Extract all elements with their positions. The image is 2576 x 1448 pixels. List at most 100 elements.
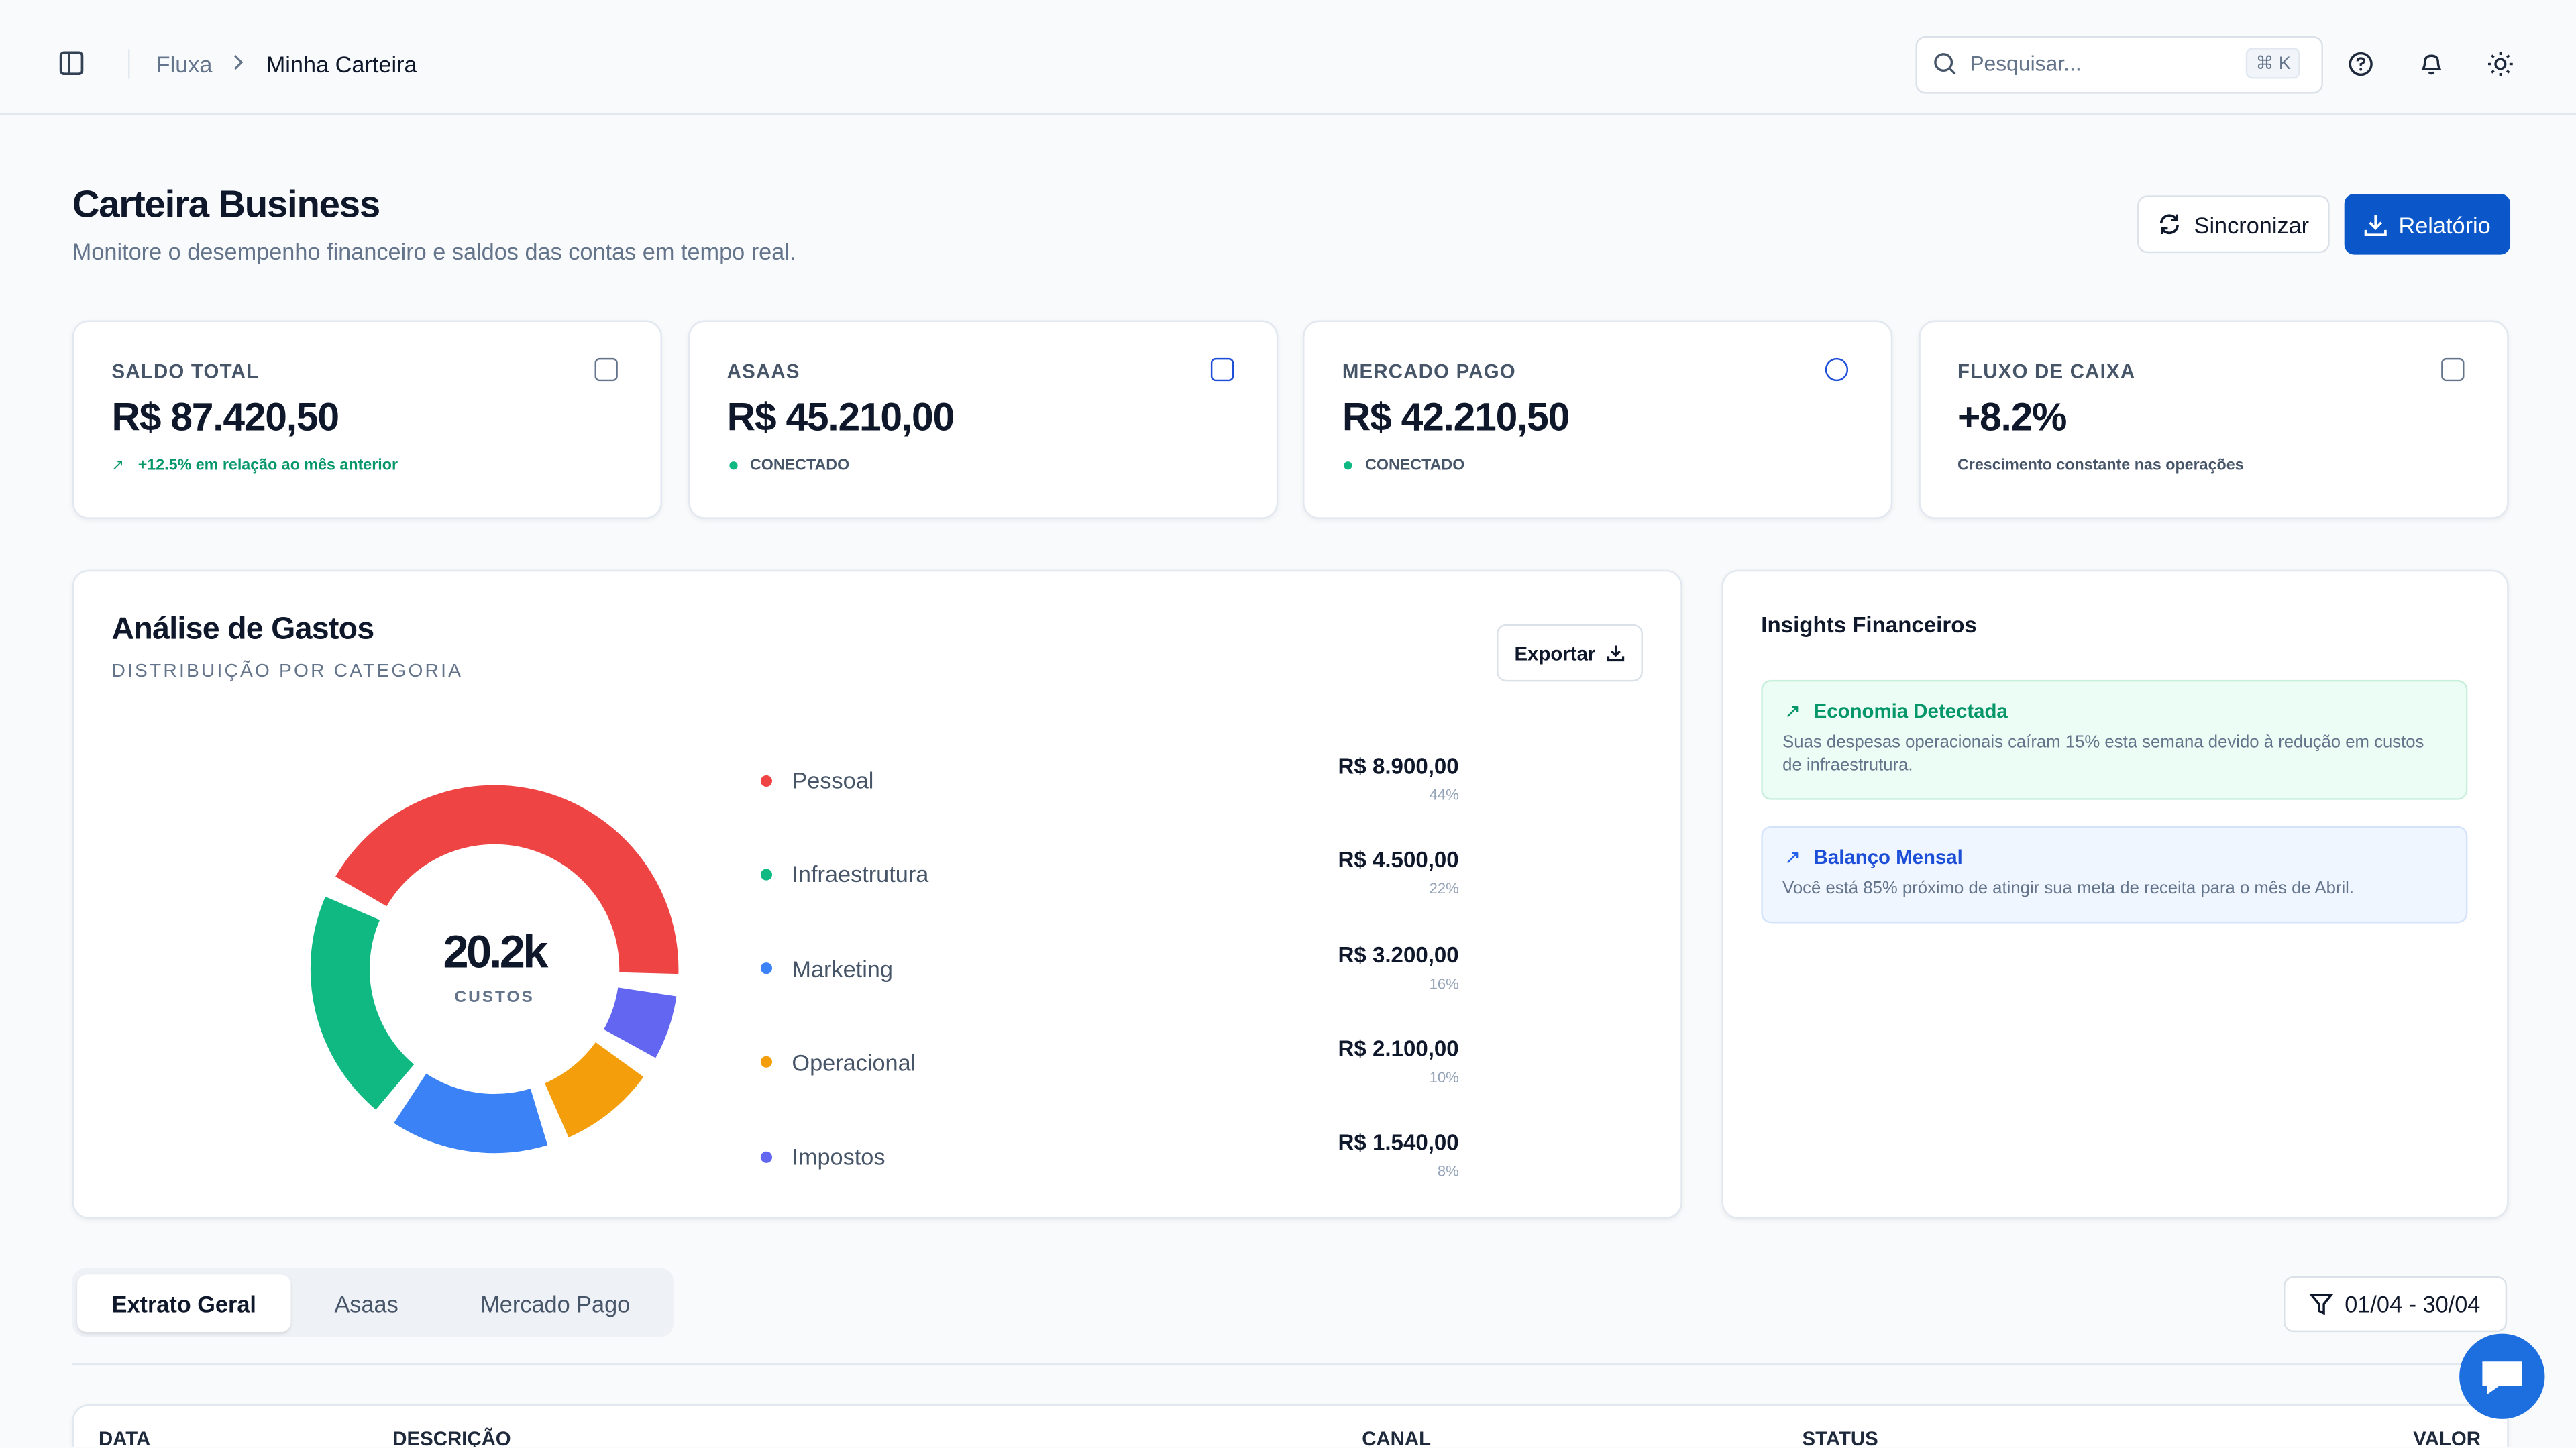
card-icon bbox=[594, 357, 618, 382]
stat-card bbox=[72, 320, 662, 519]
insight-title: Economia Detectada bbox=[1813, 700, 2008, 723]
legend-label: Pessoal bbox=[792, 767, 874, 793]
date-filter[interactable]: 01/04 - 30/04 bbox=[2284, 1276, 2508, 1333]
donut-chart bbox=[310, 785, 679, 1154]
button-label: Relatório bbox=[2398, 211, 2491, 237]
legend-value: R$ 1.540,00 bbox=[1338, 1129, 1459, 1155]
search-icon bbox=[1934, 53, 1956, 75]
stat-card bbox=[1918, 320, 2508, 519]
legend-percent: 10% bbox=[1429, 1068, 1459, 1086]
legend-percent: 44% bbox=[1429, 787, 1459, 803]
insight-icon: ↗ bbox=[1784, 700, 1801, 723]
page-title: Carteira Business bbox=[72, 182, 380, 225]
card-icon bbox=[1825, 357, 1849, 382]
insight-text: Você está 85% próximo de atingir sua met… bbox=[1782, 879, 2355, 899]
donut-segment bbox=[603, 987, 677, 1058]
card-label: FLUXO DE CAIXA bbox=[1957, 359, 2136, 383]
breadcrumb-link[interactable]: Fluxa bbox=[156, 50, 213, 78]
card-value: R$ 87.420,50 bbox=[111, 396, 339, 441]
sync-button[interactable]: Sincronizar bbox=[2137, 195, 2330, 254]
stat-card bbox=[1303, 320, 1893, 519]
download-icon bbox=[1607, 645, 1625, 662]
legend-dot bbox=[760, 1056, 773, 1068]
legend-label: Impostos bbox=[792, 1143, 885, 1170]
legend-dot bbox=[760, 868, 773, 881]
filter-icon bbox=[2309, 1294, 2334, 1315]
sync-icon bbox=[2160, 214, 2180, 235]
panel-subtitle: DISTRIBUIÇÃO POR CATEGORIA bbox=[111, 661, 464, 682]
tab[interactable]: Mercado Pago bbox=[480, 1290, 631, 1318]
column-header: STATUS bbox=[1802, 1427, 1878, 1447]
page-subtitle: Monitore o desempenho financeiro e saldo… bbox=[72, 238, 796, 265]
column-header: VALOR bbox=[2413, 1427, 2481, 1447]
donut-segment bbox=[394, 1073, 548, 1154]
report-button[interactable]: Relatório bbox=[2344, 193, 2511, 255]
column-header: CANAL bbox=[1362, 1427, 1432, 1447]
chat-button[interactable] bbox=[2459, 1333, 2545, 1419]
legend-value: R$ 3.200,00 bbox=[1338, 942, 1459, 967]
download-icon bbox=[2364, 214, 2387, 235]
column-header: DATA bbox=[98, 1427, 151, 1447]
help-icon[interactable] bbox=[2348, 51, 2374, 77]
breadcrumb-current: Minha Carteira bbox=[266, 50, 417, 78]
donut-label: CUSTOS bbox=[454, 989, 535, 1007]
button-label: Sincronizar bbox=[2194, 211, 2310, 237]
legend-label: Infraestrutura bbox=[792, 860, 929, 888]
legend-dot bbox=[760, 962, 773, 974]
card-icon bbox=[1210, 357, 1233, 382]
insight-card bbox=[1761, 826, 2468, 924]
legend-percent: 8% bbox=[1437, 1162, 1459, 1180]
divider bbox=[128, 49, 130, 79]
spending-panel bbox=[72, 569, 1682, 1219]
legend-label: Marketing bbox=[792, 955, 893, 982]
tab[interactable]: Extrato Geral bbox=[111, 1290, 256, 1318]
shortcut: ⌘ K bbox=[2245, 48, 2301, 79]
legend-percent: 22% bbox=[1429, 881, 1459, 897]
insights-title: Insights Financeiros bbox=[1761, 612, 1977, 638]
card-value: R$ 45.210,00 bbox=[727, 396, 955, 441]
export-button[interactable]: Exportar bbox=[1497, 624, 1643, 682]
theme-icon[interactable] bbox=[2487, 51, 2514, 77]
card-note: Crescimento constante nas operações bbox=[1957, 456, 2244, 475]
insight-text: Suas despesas operacionais caíram 15% es… bbox=[1782, 732, 2424, 775]
insight-title: Balanço Mensal bbox=[1813, 846, 1963, 869]
insight-icon: ↗ bbox=[1784, 846, 1801, 869]
legend-dot bbox=[760, 1150, 773, 1162]
card-value: +8.2% bbox=[1957, 396, 2067, 441]
card-value: R$ 42.210,50 bbox=[1342, 396, 1570, 441]
search-placeholder: Pesquisar... bbox=[1970, 50, 2082, 76]
sidebar-toggle[interactable] bbox=[59, 51, 84, 76]
donut-total: 20.2k bbox=[443, 926, 548, 978]
legend-label: Operacional bbox=[792, 1049, 916, 1076]
card-icon bbox=[2440, 357, 2464, 382]
stat-card bbox=[687, 320, 1278, 519]
donut-segment bbox=[544, 1042, 644, 1137]
card-label: ASAAS bbox=[727, 359, 800, 383]
tab[interactable]: Asaas bbox=[334, 1290, 398, 1318]
date-range: 01/04 - 30/04 bbox=[2345, 1290, 2481, 1318]
panel-title: Análise de Gastos bbox=[111, 612, 375, 647]
status-dot bbox=[729, 461, 737, 470]
card-note: CONECTADO bbox=[749, 456, 850, 475]
donut-segment bbox=[310, 896, 415, 1110]
active-tab-bg bbox=[77, 1274, 291, 1333]
legend-value: R$ 8.900,00 bbox=[1338, 754, 1459, 779]
card-note: CONECTADO bbox=[1365, 456, 1465, 475]
legend-value: R$ 2.100,00 bbox=[1338, 1036, 1459, 1061]
chevron bbox=[234, 55, 244, 70]
card-label: SALDO TOTAL bbox=[111, 359, 260, 383]
trend-icon: ↗ bbox=[111, 456, 125, 474]
insight-card bbox=[1761, 679, 2468, 800]
card-note: +12.5% em relação ao mês anterior bbox=[138, 456, 398, 475]
table bbox=[72, 1404, 2509, 1447]
legend-value: R$ 4.500,00 bbox=[1338, 848, 1459, 873]
column-header: DESCRIÇÃO bbox=[392, 1427, 511, 1447]
donut-segment bbox=[335, 785, 679, 974]
status-dot bbox=[1344, 461, 1352, 470]
bell-icon[interactable] bbox=[2418, 51, 2445, 77]
card-label: MERCADO PAGO bbox=[1342, 359, 1516, 383]
legend-percent: 16% bbox=[1429, 974, 1459, 991]
button-label: Exportar bbox=[1514, 641, 1596, 665]
